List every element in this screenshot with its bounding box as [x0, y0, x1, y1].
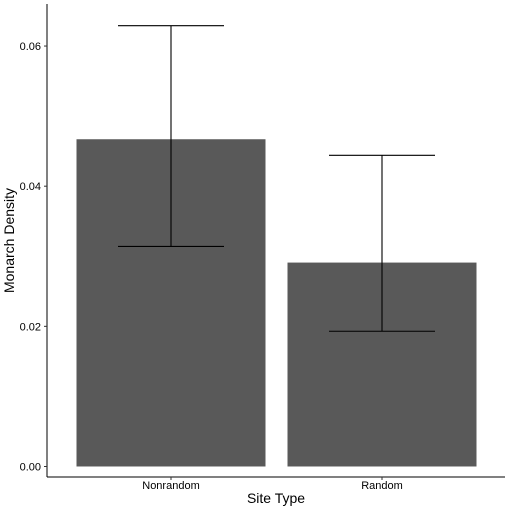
y-tick-label: 0.04 — [20, 181, 41, 193]
x-tick-label: Nonrandom — [142, 480, 199, 492]
y-tick-label: 0.02 — [20, 321, 41, 333]
y-tick-label: 0.06 — [20, 41, 41, 53]
x-axis-title: Site Type — [247, 490, 305, 506]
error-bars-layer — [118, 25, 435, 332]
x-ticks-layer: Nonrandom Random — [142, 477, 403, 492]
bars-layer — [76, 139, 477, 467]
axes-layer — [46, 4, 505, 478]
y-tick-label: 0.00 — [20, 461, 41, 473]
y-ticks-layer: 0.00 0.02 0.04 0.06 — [20, 41, 47, 473]
y-axis-title: Monarch Density — [1, 188, 17, 293]
x-tick-label: Random — [361, 480, 403, 492]
